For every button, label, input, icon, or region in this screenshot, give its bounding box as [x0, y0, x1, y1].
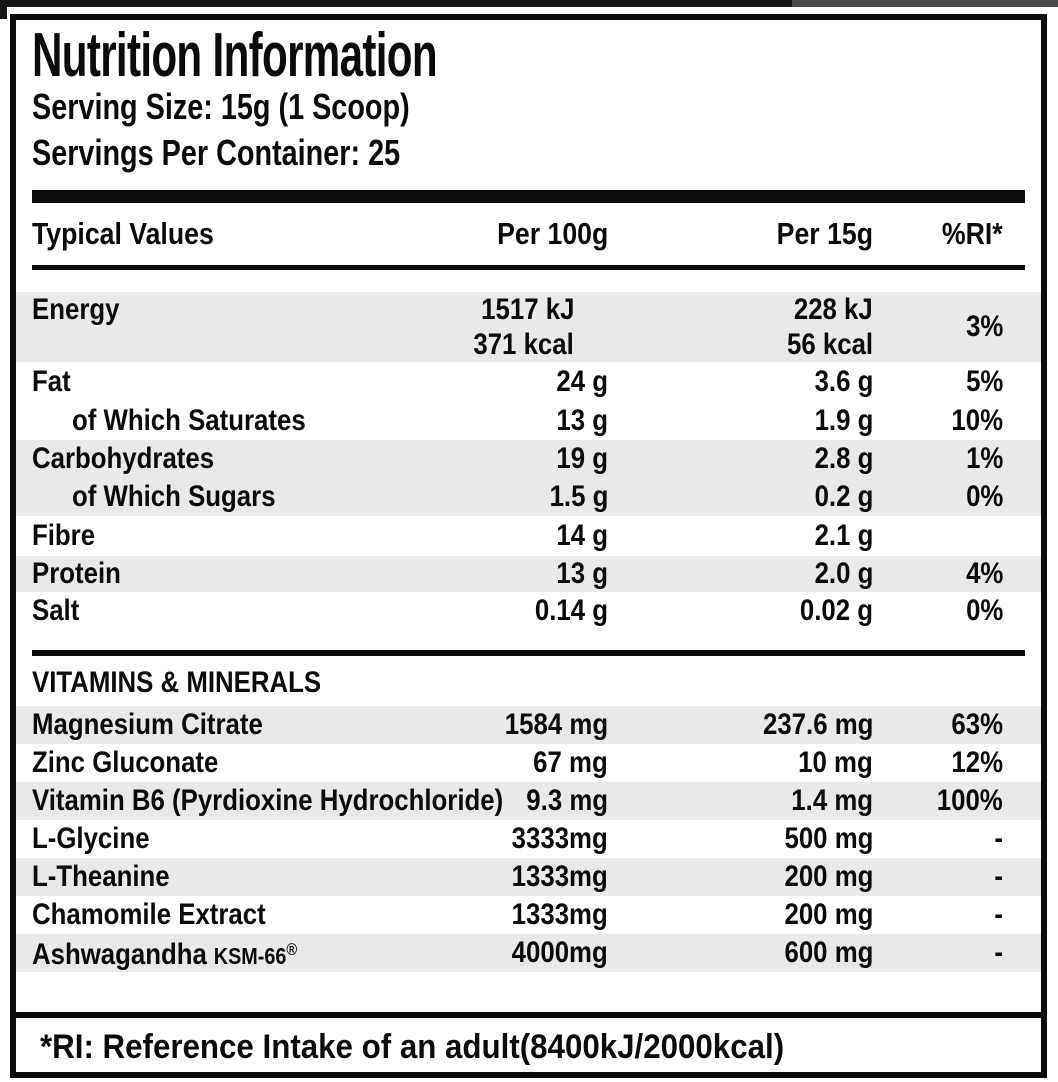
crop-artifact-top	[0, 0, 792, 7]
table-row-energy: Energy 1517 kJ 371 kcal 228 kJ 56 kcal 3…	[16, 292, 1041, 362]
table-row-saturates: of Which Saturates 13 g 1.9 g 10%	[16, 401, 1041, 440]
row-value-per100g: 1517 kJ 371 kcal	[473, 293, 574, 361]
row-label: Chamomile Extract	[32, 898, 266, 931]
row-value-per100g: 1333mg	[511, 898, 608, 931]
ashwagandha-label: Ashwagandha KSM-66®	[32, 938, 298, 971]
row-value-per100g: 13 g	[556, 557, 608, 590]
table-row-zinc-gluconate: Zinc Gluconate 67 mg 10 mg 12%	[16, 744, 1041, 782]
row-value-per15g: 2.1 g	[814, 519, 873, 552]
row-label: L-Glycine	[32, 822, 150, 855]
row-value-ri: 63%	[951, 708, 1003, 741]
row-label: Ashwagandha KSM-66®	[32, 933, 368, 973]
row-value-per15g: 600 mg	[784, 936, 873, 969]
row-label: L-Theanine	[32, 860, 170, 893]
table-row-protein: Protein 13 g 2.0 g 4%	[16, 556, 1041, 592]
row-value-per15g: 228 kJ 56 kcal	[786, 293, 873, 361]
row-value-per15g: 3.6 g	[814, 364, 873, 398]
divider-thin	[32, 265, 1025, 270]
ksm-66-brand: KSM-66	[213, 943, 287, 969]
row-value-per15g: 237.6 mg	[762, 708, 873, 741]
label-border	[10, 14, 1047, 1078]
table-row-carbohydrates: Carbohydrates 19 g 2.8 g 1%	[16, 440, 1041, 478]
row-value-ri: 0%	[965, 480, 1003, 513]
column-header-typical-values: Typical Values	[32, 216, 214, 251]
serving-size-text: Serving Size: 15g (1 Scoop)	[32, 86, 410, 127]
row-value-per100g: 67 mg	[533, 746, 608, 779]
row-value-ri: 10%	[951, 403, 1003, 437]
row-label: Salt	[32, 594, 80, 627]
row-value-ri: 5%	[965, 364, 1003, 398]
row-value-per100g: 13 g	[556, 403, 608, 437]
row-value-ri: -	[994, 860, 1003, 893]
column-header-ri: %RI*	[942, 216, 1003, 251]
crop-artifact-top-right	[792, 0, 1058, 7]
table-row-sugars: of Which Sugars 1.5 g 0.2 g 0%	[16, 478, 1041, 516]
row-value-per15g: 500 mg	[784, 822, 873, 855]
row-label: of Which Saturates	[72, 403, 306, 437]
page-title: Nutrition Information	[32, 21, 438, 90]
row-value-ri: 1%	[965, 442, 1003, 475]
row-label: Fat	[32, 364, 71, 398]
row-label: Magnesium Citrate	[32, 708, 263, 741]
row-label: of Which Sugars	[72, 480, 276, 513]
row-label: Energy	[32, 293, 120, 326]
row-value-per15g: 0.2 g	[814, 480, 873, 513]
row-value-per100g: 24 g	[556, 364, 608, 398]
row-value-ri: -	[994, 936, 1003, 969]
table-row-fibre: Fibre 14 g 2.1 g	[16, 516, 1041, 556]
row-value-per15g: 10 mg	[798, 746, 873, 779]
table-row-salt: Salt 0.14 g 0.02 g 0%	[16, 592, 1041, 630]
divider-thick	[32, 190, 1025, 203]
row-value-ri: -	[994, 898, 1003, 931]
row-value-per100g: 19 g	[556, 442, 608, 475]
row-value-ri: 12%	[951, 746, 1003, 779]
row-value-ri	[873, 519, 1003, 553]
row-value-per15g: 1.9 g	[814, 403, 873, 437]
row-value-per100g: 14 g	[556, 519, 608, 552]
table-row-fat: Fat 24 g 3.6 g 5%	[16, 362, 1041, 401]
row-value-per100g: 1333mg	[511, 860, 608, 893]
row-value-per15g: 1.4 mg	[791, 784, 873, 817]
column-header-per-100g: Per 100g	[496, 216, 608, 251]
row-value-per15g: 2.8 g	[814, 442, 873, 475]
table-row-l-theanine: L-Theanine 1333mg 200 mg -	[16, 858, 1041, 896]
table-row-chamomile-extract: Chamomile Extract 1333mg 200 mg -	[16, 896, 1041, 934]
divider-footer	[16, 1012, 1041, 1018]
row-value-per15g: 200 mg	[784, 860, 873, 893]
crop-artifact-left	[0, 0, 7, 19]
table-header-row: Typical Values Per 100g Per 15g %RI*	[16, 203, 1041, 265]
row-value-per100g: 1584 mg	[504, 708, 608, 741]
table-row-vitamin-b6: Vitamin B6 (Pyrdioxine Hydrochloride) 9.…	[16, 782, 1041, 820]
row-label: Protein	[32, 557, 121, 590]
reference-intake-note: *RI: Reference Intake of an adult(8400kJ…	[40, 1028, 785, 1066]
row-value-ri: 3%	[965, 310, 1003, 343]
row-value-ri: 4%	[965, 557, 1003, 590]
row-value-per100g: 1.5 g	[549, 480, 608, 513]
row-value-per100g: 0.14 g	[534, 594, 608, 627]
row-value-per100g: 4000mg	[511, 936, 608, 969]
row-label: Vitamin B6 (Pyrdioxine Hydrochloride)	[32, 784, 504, 817]
row-value-per15g: 200 mg	[784, 898, 873, 931]
section-title-vitamins-minerals: VITAMINS & MINERALS	[32, 666, 322, 699]
row-value-ri: 0%	[965, 594, 1003, 627]
table-row-l-glycine: L-Glycine 3333mg 500 mg -	[16, 820, 1041, 858]
row-value-ri: 100%	[937, 784, 1003, 817]
table-row-ashwagandha: Ashwagandha KSM-66® 4000mg 600 mg -	[16, 934, 1041, 972]
row-value-per100g: 9.3 mg	[526, 784, 608, 817]
servings-per-container-text: Servings Per Container: 25	[32, 132, 401, 173]
row-value-ri: -	[994, 822, 1003, 855]
table-row-magnesium-citrate: Magnesium Citrate 1584 mg 237.6 mg 63%	[16, 706, 1041, 744]
row-value-per15g: 2.0 g	[814, 557, 873, 590]
row-label: Zinc Gluconate	[32, 746, 219, 779]
row-label: Fibre	[32, 519, 96, 552]
registered-trademark-symbol: ®	[286, 940, 298, 959]
row-value-per15g: 0.02 g	[799, 594, 873, 627]
divider-medium	[32, 650, 1025, 656]
row-value-per100g: 3333mg	[511, 822, 608, 855]
row-label: Carbohydrates	[32, 442, 215, 475]
column-header-per-15g: Per 15g	[776, 216, 873, 251]
